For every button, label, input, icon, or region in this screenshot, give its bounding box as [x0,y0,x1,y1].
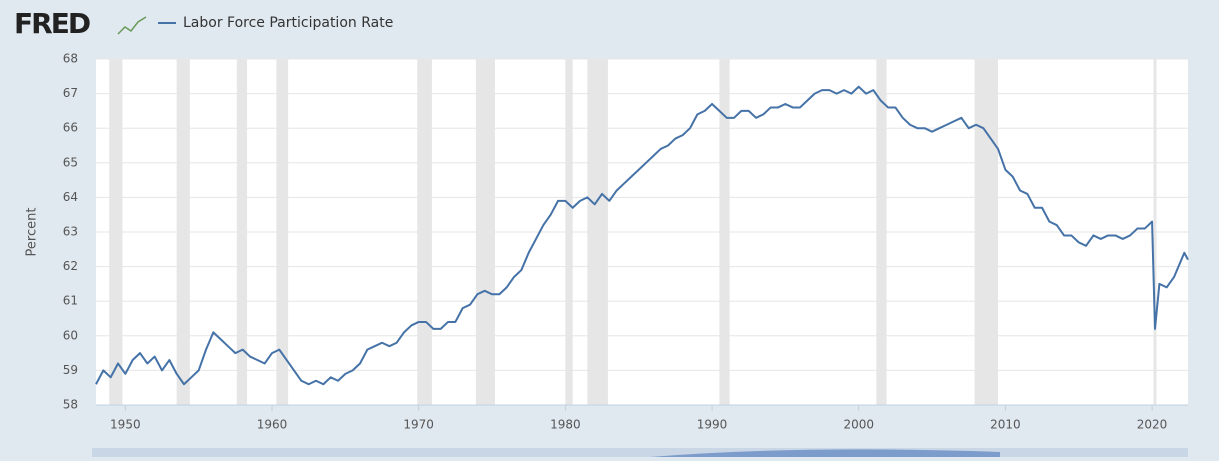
y-tick-label: 60 [63,328,78,342]
legend-label: Labor Force Participation Rate [183,15,393,31]
navigator [92,448,1188,460]
y-tick-label: 65 [63,155,78,169]
x-tick-label: 1960 [257,418,288,432]
y-tick-label: 68 [63,52,78,66]
x-tick-label: 2000 [843,418,874,432]
y-tick-label: 64 [63,190,78,204]
series-line [95,85,1189,386]
y-tick-label: 66 [63,121,78,135]
y-tick-label: 63 [63,225,78,239]
y-tick-label: 67 [63,86,78,100]
y-tick-label: 62 [63,259,78,273]
x-tick-label: 2010 [990,418,1021,432]
x-tick-label: 1990 [697,418,728,432]
x-tick-label: 1970 [403,418,434,432]
x-tick-label: 2020 [1137,418,1168,432]
logo-icon [117,16,147,35]
y-tick-label: 59 [63,363,78,377]
y-axis-label: Percent [25,208,40,257]
x-tick-label: 1980 [550,418,581,432]
navigator-series [650,449,1000,457]
y-tick-label: 61 [63,294,78,308]
y-tick-label: 58 [63,398,78,412]
logo: FRED [14,7,90,40]
x-tick-label: 1950 [110,418,141,432]
